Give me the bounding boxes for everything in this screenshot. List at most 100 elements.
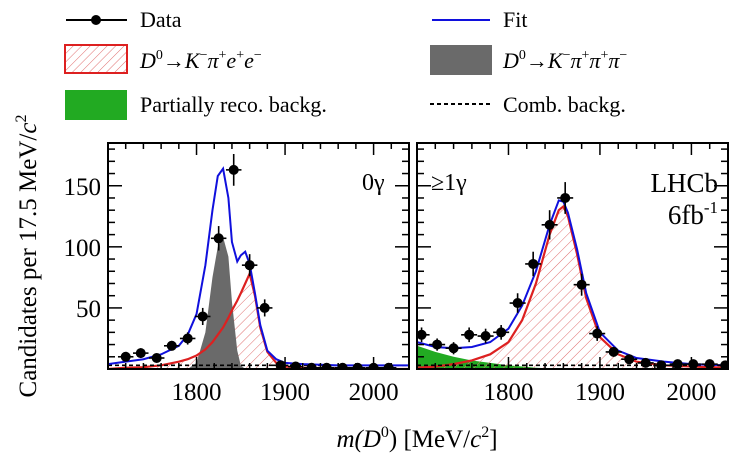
- data-point-marker: [624, 354, 635, 365]
- data-point-marker: [306, 362, 317, 369]
- data-point: [637, 357, 654, 368]
- data-point: [557, 182, 574, 214]
- legend-label-fit: Fit: [503, 7, 527, 32]
- legend-label-combinatorial: Comb. backg.: [503, 92, 626, 117]
- data-point-marker: [213, 233, 224, 244]
- data-point-marker: [720, 360, 728, 369]
- legend-entry-signal: D0→K−π+e+e−: [64, 44, 262, 74]
- signal-area: [417, 206, 728, 369]
- data-point-marker: [321, 362, 332, 369]
- legend-label-normalization: D0→K−π+π+π−: [502, 48, 627, 73]
- legend-entry-partial: Partially reco. backg.: [65, 90, 327, 120]
- data-point: [163, 340, 180, 351]
- data-point: [334, 362, 351, 369]
- data-point-marker: [464, 329, 475, 340]
- data-point: [241, 254, 258, 277]
- plot-area-right: [417, 182, 728, 369]
- data-point-marker: [640, 357, 651, 368]
- data-point-marker: [120, 351, 131, 362]
- x-tick-label: 1800: [483, 379, 533, 406]
- data-point-marker: [656, 360, 667, 369]
- data-point: [380, 362, 397, 369]
- data-point-marker: [352, 362, 363, 369]
- data-point: [256, 299, 273, 317]
- x-tick-label: 2000: [349, 379, 399, 406]
- data-point-marker: [528, 258, 539, 269]
- data-point-marker: [496, 327, 507, 338]
- data-point: [573, 273, 590, 296]
- legend-label-partial: Partially reco. backg.: [140, 92, 327, 117]
- data-point-marker: [592, 328, 603, 339]
- y-tick-label: 50: [76, 296, 101, 323]
- data-point: [461, 327, 478, 343]
- data-point: [225, 153, 242, 186]
- luminosity-label: 6fb-1: [668, 198, 718, 230]
- data-point-marker: [672, 359, 683, 369]
- x-axis-title: m(D0) [MeV/c2]: [336, 424, 497, 453]
- x-tick-label: 1900: [575, 379, 625, 406]
- x-tick-label: 2000: [666, 379, 716, 406]
- panel-1gamma: 1800 1900 2000: [416, 142, 729, 406]
- data-point-marker: [480, 331, 491, 342]
- plot-area-left: [108, 153, 409, 369]
- data-point-marker: [151, 353, 162, 364]
- data-point: [148, 353, 165, 364]
- data-point: [179, 332, 196, 345]
- x-tick-label: 1900: [260, 379, 310, 406]
- data-point-marker: [228, 164, 239, 175]
- legend-entry-normalization: D0→K−π+π+π−: [430, 45, 627, 75]
- data-point-marker: [135, 348, 146, 359]
- data-point-marker: [197, 311, 208, 322]
- data-point: [621, 354, 638, 365]
- legend-label-signal: D0→K−π+e+e−: [139, 48, 262, 73]
- legend-entry-data: Data: [66, 7, 182, 32]
- legend-entry-fit: Fit: [432, 7, 527, 32]
- panel-frame-right: [416, 142, 729, 370]
- data-point: [417, 327, 430, 343]
- data-point: [493, 325, 510, 340]
- data-point: [429, 338, 446, 351]
- data-point-marker: [290, 361, 301, 369]
- panel-0gamma: 1800 1900 2000 50 100 150: [64, 142, 410, 406]
- data-point: [287, 361, 304, 369]
- data-point: [318, 362, 335, 369]
- data-point-marker: [244, 260, 255, 271]
- data-point-marker: [448, 343, 459, 354]
- legend-normalization-swatch: [430, 45, 492, 75]
- data-point: [117, 351, 134, 362]
- legend-partial-swatch: [65, 90, 127, 120]
- data-point: [349, 362, 366, 369]
- data-point-marker: [259, 302, 270, 313]
- data-point: [589, 326, 606, 341]
- data-point-marker: [512, 298, 523, 309]
- data-point: [669, 359, 686, 369]
- panel-label-0gamma: 0γ: [362, 170, 385, 196]
- y-tick-label: 150: [64, 174, 102, 201]
- data-point-marker: [560, 192, 571, 203]
- data-point: [541, 210, 558, 240]
- data-point: [477, 328, 494, 344]
- data-point-marker: [544, 219, 555, 230]
- panel-frame-left: [107, 142, 410, 370]
- legend-label-data: Data: [140, 7, 182, 32]
- data-point: [445, 342, 462, 355]
- legend-entry-combinatorial: Comb. backg.: [430, 92, 626, 117]
- data-point-marker: [417, 329, 427, 340]
- data-point-marker: [576, 279, 587, 290]
- legend: Data Fit D0→K−π+e+e− D0→K−π+π+π− Partial…: [64, 7, 627, 120]
- data-point-marker: [383, 362, 394, 369]
- legend-data-marker: [91, 15, 101, 25]
- data-point-marker: [337, 362, 348, 369]
- data-point-marker: [275, 360, 286, 369]
- x-tick-label: 1800: [172, 379, 222, 406]
- y-axis-title: Candidates per 17.5 MeV/c2: [13, 115, 42, 398]
- experiment-label: LHCb: [651, 168, 719, 198]
- data-point-marker: [688, 359, 699, 369]
- data-point: [653, 360, 670, 369]
- data-point: [194, 307, 211, 326]
- data-point-marker: [432, 339, 443, 350]
- panel-label-1gamma: ≥1γ: [431, 170, 467, 196]
- data-point: [509, 293, 526, 313]
- data-point: [210, 226, 227, 251]
